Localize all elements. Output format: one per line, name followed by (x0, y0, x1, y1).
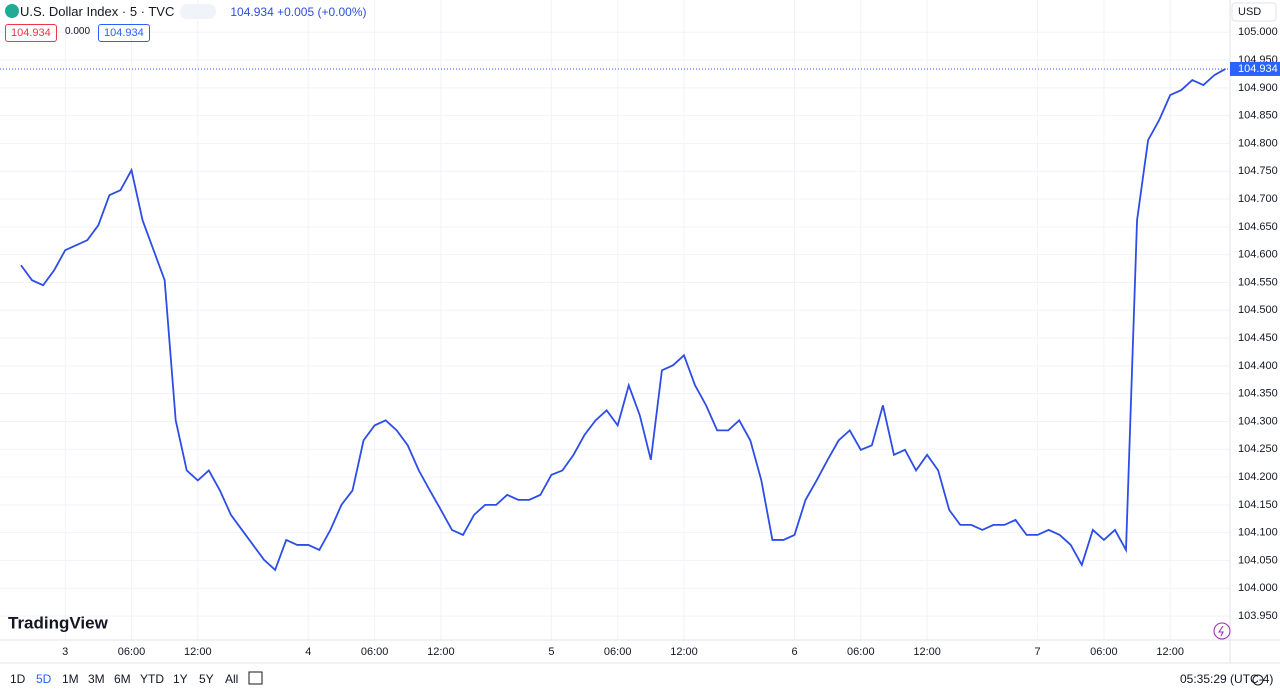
timeframe-button[interactable]: 6M (114, 672, 131, 686)
y-tick-label: 104.300 (1238, 415, 1278, 427)
y-tick-label: 104.950 (1238, 54, 1278, 66)
header: U.S. Dollar Index · 5 · TVC 104.934 +0.0… (6, 4, 366, 19)
date-range-icon[interactable] (248, 671, 263, 685)
y-tick-label: 104.600 (1238, 249, 1278, 261)
x-tick-label: 06:00 (118, 646, 146, 658)
y-tick-label: 103.950 (1238, 610, 1278, 622)
x-tick-label: 06:00 (604, 646, 632, 658)
spread: 0.000 (65, 26, 91, 37)
x-tick-label: 12:00 (913, 646, 941, 658)
plot (0, 68, 1230, 572)
timeframe-button[interactable]: All (225, 672, 239, 686)
y-tick-label: 104.100 (1238, 527, 1278, 539)
logo: TradingView (8, 613, 109, 632)
y-tick-label: 104.500 (1238, 304, 1278, 316)
timeframe-button[interactable]: 1M (62, 672, 79, 686)
x-tick-label: 06:00 (847, 646, 875, 658)
x-tick-label: 12:00 (427, 646, 455, 658)
y-tick-label: 105.000 (1238, 26, 1278, 38)
y-tick-label: 104.850 (1238, 110, 1278, 122)
lightning-icon[interactable] (1213, 622, 1231, 640)
y-tick-label: 104.900 (1238, 82, 1278, 94)
y-tick-label: 104.400 (1238, 360, 1278, 372)
x-tick-label: 7 (1035, 646, 1041, 658)
currency[interactable]: USD (1238, 6, 1261, 18)
y-tick-label: 104.800 (1238, 137, 1278, 149)
symbol-icon (5, 4, 19, 18)
y-tick-label: 104.350 (1238, 388, 1278, 400)
y-tick-label: 104.050 (1238, 554, 1278, 566)
timeframe-button[interactable]: 1Y (173, 672, 188, 686)
x-tick-label: 12:00 (1156, 646, 1184, 658)
grid (0, 0, 1230, 640)
settings-icon[interactable] (1252, 674, 1264, 686)
y-tick-label: 104.700 (1238, 193, 1278, 205)
bid: 104.934 (5, 24, 57, 42)
x-tick-label: 06:00 (361, 646, 389, 658)
price-line (20, 68, 1226, 572)
timeframe-button[interactable]: 1D (10, 672, 26, 686)
quote: 104.934 +0.005 (+0.00%) (230, 4, 367, 19)
y-tick-label: 104.650 (1238, 221, 1278, 233)
timeframe-button[interactable]: 5Y (199, 672, 214, 686)
y-tick-label: 104.750 (1238, 165, 1278, 177)
symbol[interactable]: U.S. Dollar Index · 5 · TVC (20, 4, 175, 19)
lightning-glyph (1218, 625, 1224, 637)
last-price-label: 104.934 (1238, 63, 1278, 75)
y-tick-label: 104.550 (1238, 276, 1278, 288)
y-tick-label: 104.200 (1238, 471, 1278, 483)
x-tick-label: 6 (791, 646, 797, 658)
x-tick-label: 3 (62, 646, 68, 658)
y-tick-label: 104.450 (1238, 332, 1278, 344)
y-tick-label: 104.250 (1238, 443, 1278, 455)
x-tick-label: 06:00 (1090, 646, 1118, 658)
x-tick-label: 4 (305, 646, 311, 658)
timeframe-button[interactable]: 5D (36, 672, 52, 686)
ask: 104.934 (98, 24, 150, 42)
timeframe-button[interactable]: 3M (88, 672, 105, 686)
status-pill (180, 4, 216, 19)
timeframe-button[interactable]: YTD (140, 672, 164, 686)
last-price-badge (1230, 61, 1280, 76)
clock: 05:35:29 (UTC-4) (1180, 672, 1273, 686)
y-tick-label: 104.150 (1238, 499, 1278, 511)
currency-box[interactable] (1231, 2, 1277, 22)
y-tick-label: 104.000 (1238, 582, 1278, 594)
x-tick-label: 12:00 (184, 646, 212, 658)
x-tick-label: 5 (548, 646, 554, 658)
x-tick-label: 12:00 (670, 646, 698, 658)
